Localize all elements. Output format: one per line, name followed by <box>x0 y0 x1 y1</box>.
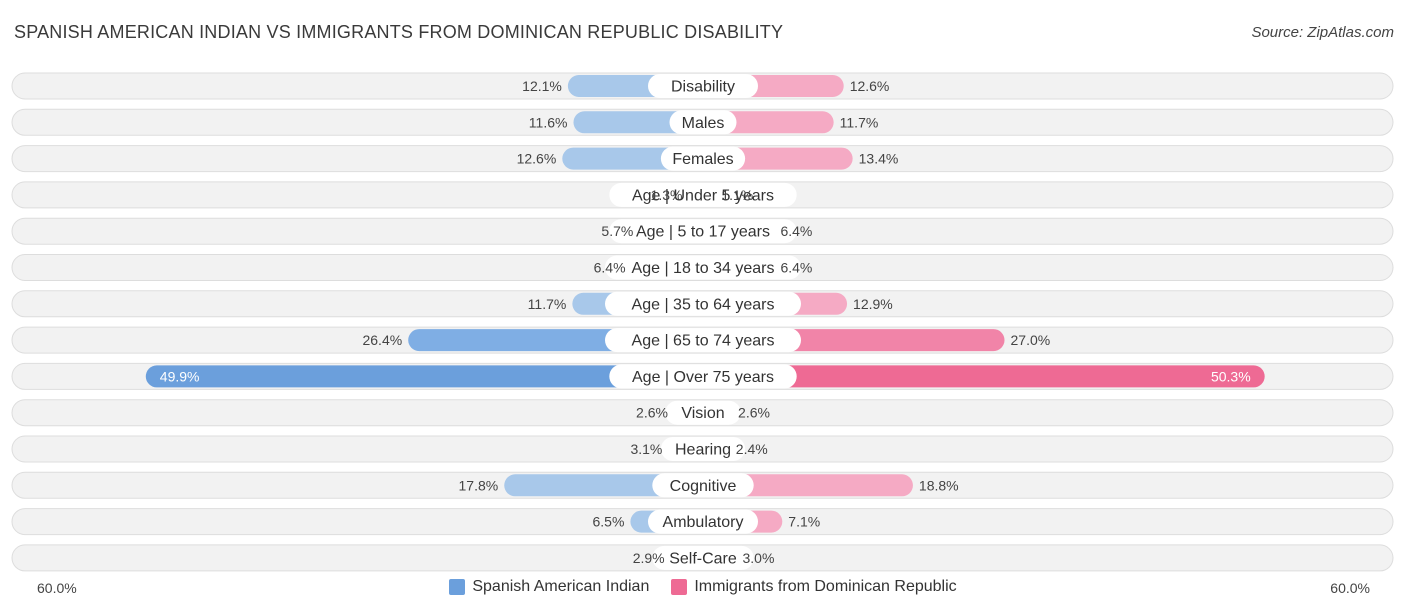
value-label-right: 2.6% <box>738 405 770 421</box>
value-label-right: 2.4% <box>736 441 768 457</box>
value-label-right: 1.1% <box>721 187 753 203</box>
value-label-left: 3.1% <box>630 441 662 457</box>
category-label-pill <box>665 400 741 425</box>
value-label-right: 12.6% <box>850 78 890 94</box>
value-label-left: 12.6% <box>517 151 557 167</box>
legend: Spanish American Indian Immigrants from … <box>0 578 1406 596</box>
category-label-pill <box>605 291 801 316</box>
category-label-pill <box>660 437 746 461</box>
value-label-left: 2.9% <box>633 550 665 566</box>
legend-item-left[interactable]: Spanish American Indian <box>449 578 649 596</box>
axis-min-label: 60.0% <box>37 580 77 596</box>
category-label: Age | 65 to 74 years <box>632 333 775 350</box>
category-label-pill <box>648 74 758 98</box>
value-label-right: 12.9% <box>853 296 893 312</box>
value-label-right: 27.0% <box>1011 332 1051 348</box>
value-label-left: 12.1% <box>522 78 562 94</box>
legend-item-right[interactable]: Immigrants from Dominican Republic <box>671 578 957 596</box>
category-label-pill <box>669 110 737 135</box>
category-label: Age | 18 to 34 years <box>632 260 775 277</box>
value-label-right: 3.0% <box>743 550 775 566</box>
value-label-left: 6.5% <box>592 514 624 530</box>
category-label: Age | 35 to 64 years <box>632 296 775 313</box>
category-label-pill <box>609 219 797 244</box>
category-label: Males <box>682 115 725 132</box>
category-label-pill <box>609 364 797 389</box>
value-label-right: 50.3% <box>1211 368 1251 384</box>
value-label-left: 1.3% <box>651 187 683 203</box>
legend-swatch-left <box>449 579 466 595</box>
value-label-right: 18.8% <box>919 477 959 493</box>
category-label: Age | Under 5 years <box>632 187 774 204</box>
category-label: Age | 5 to 17 years <box>636 224 770 241</box>
value-label-left: 17.8% <box>459 477 499 493</box>
category-label-pill <box>609 182 797 207</box>
value-label-left: 11.7% <box>528 296 567 312</box>
source-label: Source: ZipAtlas.com <box>1251 24 1394 41</box>
category-label: Females <box>672 151 733 168</box>
value-label-left: 6.4% <box>594 260 626 276</box>
category-label-pill <box>605 328 801 353</box>
category-label: Disability <box>671 79 735 96</box>
category-label-pill <box>605 255 801 280</box>
value-label-right: 13.4% <box>859 151 899 167</box>
legend-swatch-right <box>671 579 688 595</box>
category-label: Self-Care <box>669 550 737 567</box>
bar-right <box>691 365 1265 388</box>
value-label-left: 49.9% <box>160 368 200 384</box>
value-label-right: 6.4% <box>780 260 812 276</box>
value-label-left: 5.7% <box>601 223 633 239</box>
category-label-pill <box>652 473 754 498</box>
category-label: Ambulatory <box>663 514 744 531</box>
category-label-pill <box>652 545 754 570</box>
category-label: Hearing <box>675 442 731 459</box>
category-label-pill <box>660 146 746 171</box>
category-label: Age | Over 75 years <box>632 369 774 386</box>
category-label-pill <box>648 509 758 534</box>
value-label-right: 7.1% <box>788 514 820 530</box>
category-label: Cognitive <box>670 478 737 495</box>
value-label-right: 11.7% <box>840 114 879 130</box>
category-label: Vision <box>681 405 724 422</box>
value-label-left: 2.6% <box>636 405 668 421</box>
bar-left <box>145 365 716 388</box>
axis-max-label: 60.0% <box>1330 580 1370 596</box>
legend-label-right: Immigrants from Dominican Republic <box>694 578 957 595</box>
value-label-left: 26.4% <box>362 332 402 348</box>
value-label-left: 11.6% <box>529 114 568 130</box>
legend-label-left: Spanish American Indian <box>472 578 650 595</box>
chart-title: SPANISH AMERICAN INDIAN VS IMMIGRANTS FR… <box>14 22 784 42</box>
value-label-right: 6.4% <box>780 223 812 239</box>
